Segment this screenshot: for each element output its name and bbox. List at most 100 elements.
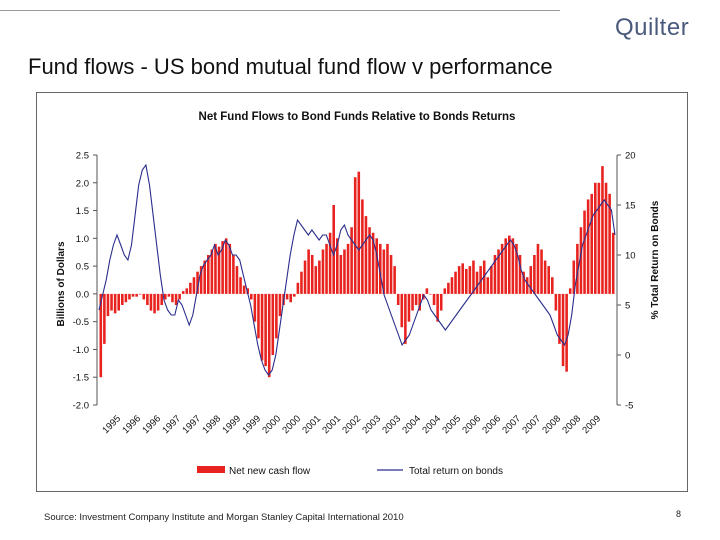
flow-bar — [543, 260, 547, 294]
source-note: Source: Investment Company Institute and… — [44, 512, 404, 523]
flow-bar — [160, 293, 163, 305]
x-tick-label: 2000 — [260, 413, 283, 436]
flow-bar — [525, 277, 529, 294]
flow-bar — [357, 171, 361, 294]
flow-bar — [576, 243, 579, 294]
flow-bar — [500, 243, 504, 294]
flow-bar — [149, 293, 153, 311]
flow-bar — [486, 277, 490, 294]
flow-bar — [429, 293, 432, 295]
legend-label-total-return: Total return on bonds — [409, 466, 503, 477]
flow-bar — [196, 271, 199, 294]
flow-bar — [396, 293, 400, 305]
flow-bar — [156, 293, 160, 311]
x-tick-label: 1999 — [220, 413, 243, 436]
header-rule — [0, 10, 560, 11]
flow-bar — [300, 271, 303, 294]
left-tick-label: -1.5 — [73, 373, 89, 384]
left-tick-label: 0.5 — [76, 262, 89, 273]
flow-bar — [128, 293, 131, 300]
flow-bar — [343, 249, 346, 294]
flow-bar — [475, 271, 479, 294]
x-tick-label: 2002 — [340, 413, 363, 436]
flow-bar — [271, 293, 275, 355]
x-tick-label: 2000 — [280, 413, 303, 436]
flow-bar — [468, 266, 472, 294]
left-tick-label: 1.0 — [76, 234, 89, 245]
quilter-logo: Quilter — [615, 14, 690, 41]
legend-label-cash-flow: Net new cash flow — [229, 466, 311, 477]
left-tick-label: 2.5 — [76, 151, 89, 162]
flow-bar — [303, 260, 307, 294]
flow-bar — [253, 293, 257, 322]
flow-bar — [547, 266, 550, 294]
flow-bar — [450, 277, 454, 294]
flow-bar — [454, 271, 457, 294]
flow-bar — [278, 293, 282, 317]
x-tick-label: 2006 — [480, 413, 503, 436]
x-tick-label: 2007 — [520, 413, 543, 436]
flow-bar — [482, 260, 486, 294]
flow-bar — [522, 271, 525, 294]
flow-bar — [536, 243, 540, 294]
flow-bar — [325, 243, 328, 294]
flow-bar — [106, 293, 110, 317]
flow-bar — [443, 288, 447, 294]
flow-bar — [228, 243, 232, 294]
flow-bar — [181, 291, 185, 294]
flow-bar — [346, 243, 350, 294]
right-tick-label: 0 — [625, 351, 630, 362]
flow-bar — [199, 266, 203, 294]
x-tick-label: 1997 — [160, 413, 183, 436]
flow-bar — [146, 293, 149, 305]
x-tick-label: 2003 — [360, 413, 383, 436]
flow-bar — [217, 246, 221, 294]
flow-bar — [257, 293, 260, 339]
right-tick-label: -5 — [625, 401, 633, 412]
flow-bar — [411, 293, 414, 311]
x-tick-label: 1996 — [120, 413, 143, 436]
flow-bar — [275, 293, 278, 339]
x-tick-label: 1998 — [200, 413, 223, 436]
flow-bar — [350, 227, 353, 294]
flow-bar — [314, 266, 318, 294]
flow-bar — [203, 260, 206, 294]
flow-bar — [425, 288, 429, 294]
left-axis-title: Billions of Dollars — [56, 241, 67, 326]
flow-bar — [368, 227, 371, 294]
flow-bar — [353, 177, 357, 294]
flow-bar — [393, 266, 396, 294]
flow-bar — [153, 293, 156, 314]
x-tick-label: 2003 — [380, 413, 403, 436]
flow-bar — [318, 260, 321, 294]
flow-bar — [583, 210, 586, 294]
flow-bar — [167, 293, 171, 297]
flow-bar — [142, 293, 146, 300]
flow-bar — [235, 266, 239, 294]
chart-frame: Net Fund Flows to Bond Funds Relative to… — [36, 92, 688, 492]
flow-bar — [439, 293, 443, 311]
x-tick-label: 2001 — [300, 413, 323, 436]
flow-bar — [174, 293, 178, 305]
right-tick-label: 5 — [625, 301, 630, 312]
flow-bar — [339, 255, 343, 294]
flow-bar — [608, 193, 611, 294]
flow-bar — [490, 266, 493, 294]
flow-bar — [518, 255, 522, 294]
x-tick-label: 1996 — [140, 413, 163, 436]
flow-bar — [568, 288, 572, 294]
flow-bar — [210, 249, 214, 294]
flow-bar — [407, 293, 411, 322]
x-tick-label: 2007 — [500, 413, 523, 436]
flow-bar — [529, 266, 533, 294]
flow-bar — [242, 285, 246, 294]
flow-bar — [332, 205, 335, 294]
flow-bar — [508, 235, 511, 294]
flow-bar — [472, 260, 475, 294]
flow-bar — [511, 238, 515, 294]
flow-bar — [260, 293, 264, 361]
left-tick-label: 1.5 — [76, 206, 89, 217]
flow-bar — [221, 241, 224, 294]
flow-bar — [579, 227, 583, 294]
flow-bar — [540, 249, 543, 294]
